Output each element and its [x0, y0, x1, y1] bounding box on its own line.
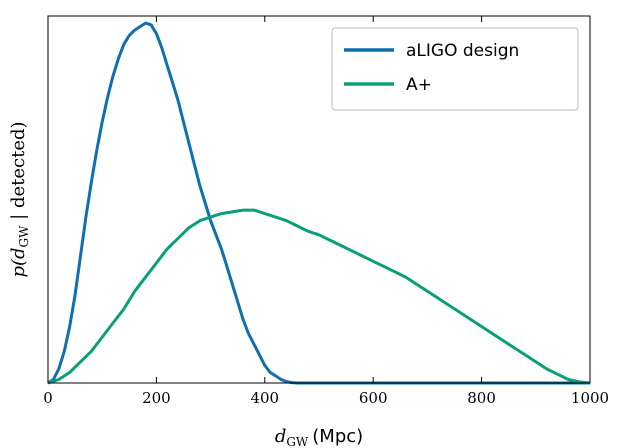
x-axis-label-unit: (Mpc): [312, 426, 363, 447]
legend-label-aplus: A+: [406, 75, 432, 95]
y-axis-label-sub: GW: [17, 225, 31, 248]
x-axis-label-var: d: [275, 426, 287, 447]
series-line-0: [47, 21, 590, 385]
legend: aLIGO design A+: [331, 27, 579, 111]
x-tick-label-2: 400: [250, 389, 279, 407]
y-axis-label: p(dGW | detected): [8, 121, 31, 277]
plot-frame: [47, 15, 591, 384]
x-axis-label: dGW (Mpc): [275, 426, 363, 448]
x-tick-label-4: 800: [467, 389, 496, 407]
series-layer: [47, 21, 591, 385]
x-tick-label-3: 600: [359, 389, 388, 407]
x-tick-label-1: 200: [142, 389, 171, 407]
series-line-1: [47, 208, 591, 385]
legend-label-aligo: aLIGO design: [406, 41, 519, 61]
y-axis-label-pre: p(d: [8, 247, 29, 277]
tick-layer: 0 200 400 600 800 1000: [43, 16, 609, 407]
x-tick-label-0: 0: [43, 389, 53, 407]
x-tick-label-5: 1000: [571, 389, 609, 407]
x-axis-label-sub: GW: [286, 435, 309, 448]
y-axis-label-post: | detected): [8, 121, 29, 225]
